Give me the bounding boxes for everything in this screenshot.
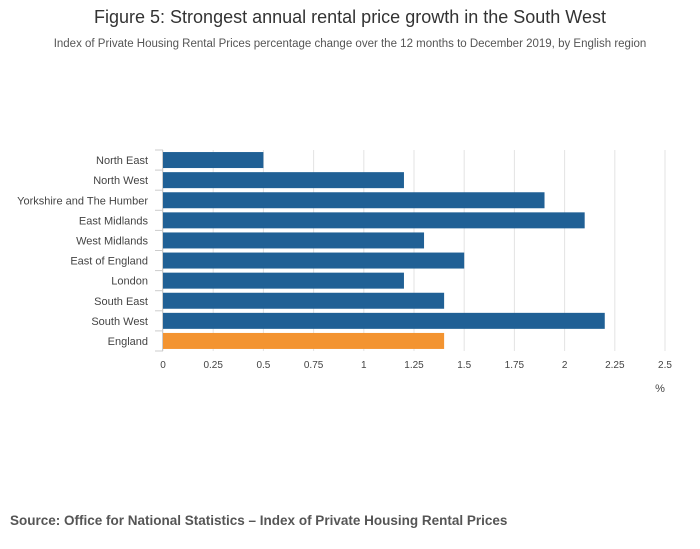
x-tick-label: 0	[160, 360, 166, 371]
x-tick-label: 0.75	[304, 360, 324, 371]
bar-north-west	[163, 172, 404, 189]
x-tick-label: 0.5	[256, 360, 270, 371]
y-category-label: London	[111, 276, 148, 288]
x-tick-label: 2.25	[605, 360, 625, 371]
x-tick-label: 2.5	[658, 360, 672, 371]
bars	[163, 152, 605, 349]
y-category-label: East Midlands	[79, 215, 149, 227]
bar-london	[163, 272, 404, 289]
bar-east-of-england	[163, 252, 465, 269]
y-category-label: South West	[91, 316, 148, 328]
x-axis-unit-label: %	[655, 383, 665, 395]
x-tick-label: 1.75	[505, 360, 525, 371]
bar-east-midlands	[163, 212, 585, 229]
chart-subtitle: Index of Private Housing Rental Prices p…	[53, 38, 647, 50]
axes	[155, 149, 163, 352]
y-category-label: East of England	[70, 256, 148, 268]
y-category-label: Yorkshire and The Humber	[17, 195, 148, 207]
x-tick-label: 1	[361, 360, 367, 371]
bar-south-east	[163, 292, 445, 309]
y-category-label: South East	[94, 296, 148, 308]
y-category-label: North West	[93, 175, 148, 187]
x-tick-label: 2	[562, 360, 568, 371]
labels: 0 0.25 0.5 0.75 1 1.25 1.5 1.75 2 2.25 2.5 North Ea…	[17, 155, 672, 371]
chart-title: Figure 5: Strongest annual rental price …	[94, 7, 606, 27]
bar-yorkshire-and-the-humber	[163, 192, 545, 209]
bar-north-east	[163, 152, 264, 169]
x-tick-label: 1.25	[404, 360, 424, 371]
source-note: Source: Office for National Statistics –…	[10, 513, 508, 528]
bar-south-west	[163, 312, 605, 329]
x-tick-label: 0.25	[203, 360, 223, 371]
y-category-label: North East	[96, 155, 148, 167]
x-tick-label: 1.5	[457, 360, 471, 371]
bar-england	[163, 332, 445, 349]
y-category-label: England	[108, 336, 148, 348]
bar-west-midlands	[163, 232, 425, 249]
y-category-label: West Midlands	[76, 235, 148, 247]
